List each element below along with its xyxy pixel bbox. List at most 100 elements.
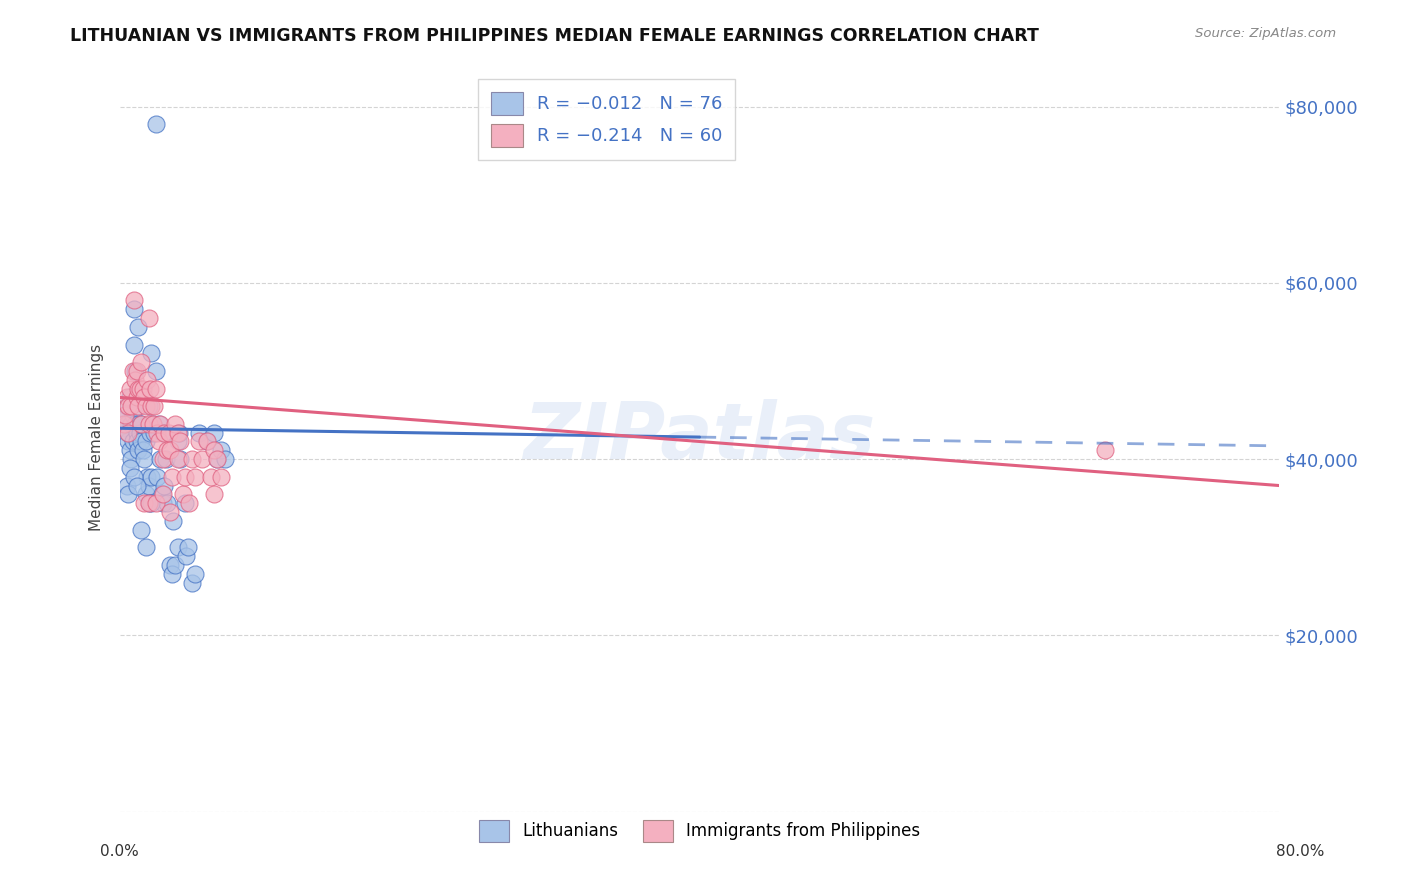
- Point: [122, 337, 145, 351]
- Point: [149, 417, 172, 431]
- Point: [127, 443, 149, 458]
- Point: [117, 425, 139, 440]
- Point: [138, 478, 160, 492]
- Point: [127, 319, 149, 334]
- Point: [155, 452, 177, 467]
- Point: [169, 434, 191, 449]
- Text: Source: ZipAtlas.com: Source: ZipAtlas.com: [1195, 27, 1336, 40]
- Point: [143, 399, 166, 413]
- Point: [169, 452, 191, 467]
- Point: [115, 478, 138, 492]
- Point: [134, 452, 156, 467]
- Point: [125, 434, 148, 449]
- Point: [135, 434, 157, 449]
- Point: [122, 469, 145, 483]
- Point: [153, 478, 176, 492]
- Text: LITHUANIAN VS IMMIGRANTS FROM PHILIPPINES MEDIAN FEMALE EARNINGS CORRELATION CHA: LITHUANIAN VS IMMIGRANTS FROM PHILIPPINE…: [70, 27, 1039, 45]
- Point: [159, 505, 181, 519]
- Point: [125, 364, 148, 378]
- Point: [146, 425, 169, 440]
- Y-axis label: Median Female Earnings: Median Female Earnings: [89, 343, 104, 531]
- Point: [127, 382, 149, 396]
- Point: [120, 399, 142, 413]
- Point: [152, 487, 174, 501]
- Point: [166, 452, 188, 467]
- Point: [1094, 443, 1116, 458]
- Point: [117, 425, 139, 440]
- Point: [118, 443, 141, 458]
- Point: [124, 373, 146, 387]
- Point: [118, 461, 141, 475]
- Point: [124, 417, 146, 431]
- Point: [132, 382, 155, 396]
- Point: [145, 117, 167, 131]
- Point: [127, 417, 149, 431]
- Point: [120, 452, 142, 467]
- Point: [184, 469, 207, 483]
- Point: [111, 417, 134, 431]
- Point: [205, 452, 228, 467]
- Point: [124, 364, 146, 378]
- Point: [129, 523, 152, 537]
- Point: [148, 417, 170, 431]
- Point: [181, 452, 204, 467]
- Point: [156, 443, 179, 458]
- Point: [136, 469, 159, 483]
- Point: [209, 469, 232, 483]
- Point: [135, 541, 157, 555]
- Text: ZIPatlas: ZIPatlas: [523, 399, 876, 475]
- Text: 0.0%: 0.0%: [100, 845, 139, 859]
- Point: [181, 575, 204, 590]
- Point: [209, 443, 232, 458]
- Point: [163, 417, 186, 431]
- Point: [153, 425, 176, 440]
- Point: [159, 443, 181, 458]
- Point: [179, 496, 201, 510]
- Point: [152, 425, 174, 440]
- Text: 80.0%: 80.0%: [1277, 845, 1324, 859]
- Point: [125, 425, 148, 440]
- Point: [134, 391, 156, 405]
- Point: [202, 443, 225, 458]
- Point: [162, 514, 184, 528]
- Point: [121, 434, 143, 449]
- Point: [202, 425, 225, 440]
- Point: [135, 487, 157, 501]
- Legend: Lithuanians, Immigrants from Philippines: Lithuanians, Immigrants from Philippines: [472, 814, 927, 848]
- Point: [129, 355, 152, 369]
- Point: [191, 452, 214, 467]
- Point: [157, 425, 180, 440]
- Point: [129, 434, 152, 449]
- Point: [174, 549, 197, 563]
- Point: [136, 373, 159, 387]
- Point: [145, 496, 167, 510]
- Point: [200, 469, 222, 483]
- Point: [132, 443, 155, 458]
- Point: [173, 496, 195, 510]
- Point: [152, 452, 174, 467]
- Point: [115, 391, 138, 405]
- Point: [149, 452, 172, 467]
- Point: [143, 425, 166, 440]
- Point: [120, 417, 142, 431]
- Point: [173, 469, 195, 483]
- Point: [195, 434, 218, 449]
- Point: [122, 302, 145, 317]
- Point: [141, 346, 163, 360]
- Point: [156, 496, 179, 510]
- Point: [125, 478, 148, 492]
- Point: [129, 417, 152, 431]
- Point: [138, 399, 160, 413]
- Point: [128, 382, 150, 396]
- Point: [118, 391, 141, 405]
- Point: [138, 496, 160, 510]
- Point: [152, 496, 174, 510]
- Point: [160, 469, 183, 483]
- Point: [112, 417, 135, 431]
- Point: [141, 496, 163, 510]
- Point: [167, 425, 190, 440]
- Point: [163, 558, 186, 572]
- Point: [141, 469, 163, 483]
- Point: [138, 311, 160, 326]
- Point: [214, 452, 236, 467]
